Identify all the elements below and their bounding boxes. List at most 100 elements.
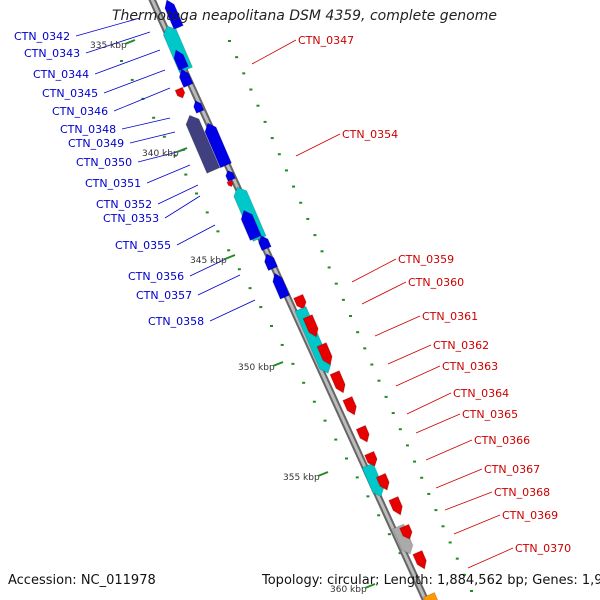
gene-labels: CTN_0342 CTN_0343 CTN_0344 CTN_0345 CTN_0346… — [14, 30, 571, 555]
gene-ctn-0365 — [355, 424, 370, 443]
gene-ctn-0357 — [272, 272, 291, 300]
left-gene-label: CTN_0357 — [136, 289, 192, 302]
right-leader-line — [361, 281, 407, 305]
gene-ctn-0367 — [363, 450, 378, 467]
right-gene-label: CTN_0359 — [398, 253, 454, 266]
left-gene-label: CTN_0342 — [14, 30, 70, 43]
kbp-tick — [124, 39, 136, 45]
tick-dot — [216, 230, 220, 233]
gene-ctn-0363 — [329, 370, 346, 394]
left-leader-line — [176, 224, 216, 246]
right-leader-line — [435, 468, 483, 489]
tick-dot — [292, 185, 296, 188]
gene-ctn-0370c — [412, 549, 427, 570]
left-gene-label: CTN_0346 — [52, 105, 108, 118]
right-gene-label: CTN_0360 — [408, 276, 464, 289]
tick-dot — [263, 120, 267, 123]
left-gene-label: CTN_0350 — [76, 156, 132, 169]
right-gene-label: CTN_0354 — [342, 128, 398, 141]
right-gene-label: CTN_0347 — [298, 34, 354, 47]
left-gene-label: CTN_0344 — [33, 68, 89, 81]
right-leader-line — [467, 547, 514, 569]
tick-dot — [270, 137, 274, 140]
right-gene-label: CTN_0363 — [442, 360, 498, 373]
gene-features — [162, 0, 439, 600]
right-leader-line — [444, 491, 493, 511]
gene-ctn-0368 — [375, 472, 390, 491]
right-gene-label: CTN_0367 — [484, 463, 540, 476]
tick-dot — [448, 541, 452, 544]
right-leader-line — [295, 133, 341, 157]
gene-ctn-0369 — [388, 495, 403, 516]
gene-ctn-0370 — [392, 523, 414, 555]
gene-ctn-0362 — [316, 342, 333, 366]
tick-dot — [349, 315, 352, 317]
tick-dot — [152, 116, 156, 119]
right-leader-line — [395, 365, 441, 387]
map-title: Thermotoga neapolitana DSM 4359, complet… — [112, 8, 497, 24]
tick-dot — [356, 331, 360, 334]
right-leader-line — [351, 258, 397, 283]
gene-ctn-0353 — [240, 209, 262, 242]
tick-dot — [363, 347, 367, 350]
kbp-label: 345 kbp — [190, 256, 227, 266]
left-leader-line — [197, 274, 241, 296]
tick-dot — [291, 362, 295, 365]
gene-ctn-0349 — [204, 122, 233, 169]
right-leader-line — [251, 39, 297, 65]
right-gene-label: CTN_0370 — [515, 542, 571, 555]
left-gene-label: CTN_0349 — [68, 137, 124, 150]
tick-dot — [420, 476, 424, 479]
kbp-tick — [224, 254, 236, 260]
right-leader-line — [387, 344, 432, 365]
tick-dot — [235, 56, 239, 59]
tick-dot — [173, 154, 177, 157]
kbp-label: 360 kbp — [330, 585, 367, 595]
tick-dot — [313, 234, 317, 237]
tick-dot — [306, 217, 310, 220]
tick-dot — [270, 325, 273, 327]
gene-ctn-0355 — [258, 235, 272, 252]
gene-ctn-0356 — [264, 253, 279, 272]
kbp-label: 350 kbp — [238, 363, 275, 373]
gene-ctn-0359 — [292, 293, 307, 310]
tick-dot — [130, 78, 134, 81]
tick-dot — [413, 460, 417, 463]
gene-ctn-0348 — [185, 114, 221, 174]
kbp-tick — [176, 147, 188, 153]
left-leader-line — [157, 184, 199, 205]
tick-dot — [334, 438, 338, 441]
left-leader-line — [103, 69, 166, 94]
tick-dot — [355, 476, 359, 479]
tick-dot — [323, 419, 327, 422]
tick-dot — [334, 282, 338, 285]
left-leader-line — [146, 164, 191, 184]
right-leader-line — [406, 392, 452, 415]
left-leader-line — [129, 131, 176, 144]
kbp-label: 335 kbp — [90, 41, 127, 51]
tick-dot — [227, 249, 231, 252]
tick-dot — [455, 557, 459, 560]
tick-dot — [405, 444, 409, 447]
left-leader-line — [113, 87, 171, 112]
tick-dot — [205, 211, 209, 214]
right-gene-label: CTN_0361 — [422, 310, 478, 323]
tick-dot — [391, 412, 395, 415]
left-gene-label: CTN_0351 — [85, 177, 141, 190]
tick-dot — [345, 457, 348, 460]
tick-dot — [249, 88, 253, 91]
gene-ctn-0347 — [174, 86, 186, 99]
genome-backbone — [148, 0, 430, 600]
gene-ctn-0346 — [193, 99, 205, 114]
tick-dot — [398, 428, 402, 431]
left-leader-line — [209, 299, 256, 322]
kbp-tick — [364, 583, 376, 589]
left-leader-line — [121, 117, 171, 130]
left-gene-label: CTN_0356 — [128, 270, 184, 283]
gene-ctn-0342 — [164, 0, 184, 31]
gene-ctn-0345 — [178, 68, 194, 89]
tick-dot — [195, 192, 198, 195]
tick-dot — [441, 525, 445, 528]
left-gene-label: CTN_0348 — [60, 123, 116, 136]
right-leader-line — [415, 413, 461, 434]
